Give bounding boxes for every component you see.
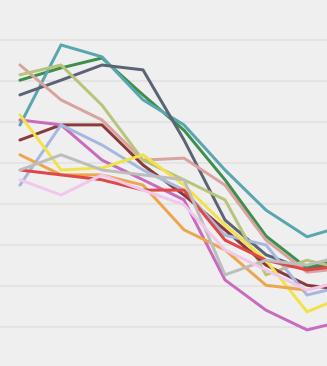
series-line [18,173,327,292]
series-line [18,113,327,314]
series-line [18,153,327,292]
series-line [18,63,327,274]
series-line [18,118,327,332]
series-line [18,43,327,239]
series-line [18,168,327,272]
series-line [18,153,327,277]
series-line [18,56,327,270]
